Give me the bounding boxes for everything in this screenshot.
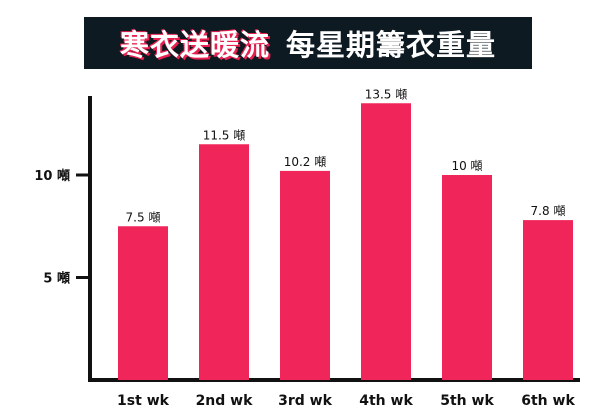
bar bbox=[118, 226, 168, 380]
chart-title-sub: 每星期籌衣重量 bbox=[286, 28, 497, 62]
bar bbox=[523, 220, 573, 380]
x-category-label: 1st wk bbox=[117, 393, 170, 409]
bar bbox=[361, 103, 411, 380]
title-banner: 寒衣送暖流 每星期籌衣重量 bbox=[84, 17, 532, 69]
x-category-label: 6th wk bbox=[521, 393, 575, 409]
data-label: 10 噸 bbox=[451, 159, 482, 173]
bar bbox=[280, 170, 330, 380]
data-label: 11.5 噸 bbox=[203, 128, 246, 142]
x-category-label: 5th wk bbox=[440, 393, 494, 409]
data-label: 10.2 噸 bbox=[284, 155, 327, 169]
x-category-label: 4th wk bbox=[359, 393, 413, 409]
data-label: 13.5 噸 bbox=[365, 87, 408, 101]
chart-title-main: 寒衣送暖流 bbox=[119, 28, 270, 62]
data-label: 7.5 噸 bbox=[126, 210, 161, 224]
y-tick-label: 5 噸 bbox=[43, 271, 70, 287]
bar bbox=[199, 144, 249, 380]
x-category-label: 3rd wk bbox=[278, 393, 332, 409]
data-label: 7.8 噸 bbox=[531, 204, 566, 218]
x-category-label: 2nd wk bbox=[196, 393, 254, 409]
y-tick-label: 10 噸 bbox=[34, 168, 70, 184]
bar bbox=[442, 175, 492, 380]
